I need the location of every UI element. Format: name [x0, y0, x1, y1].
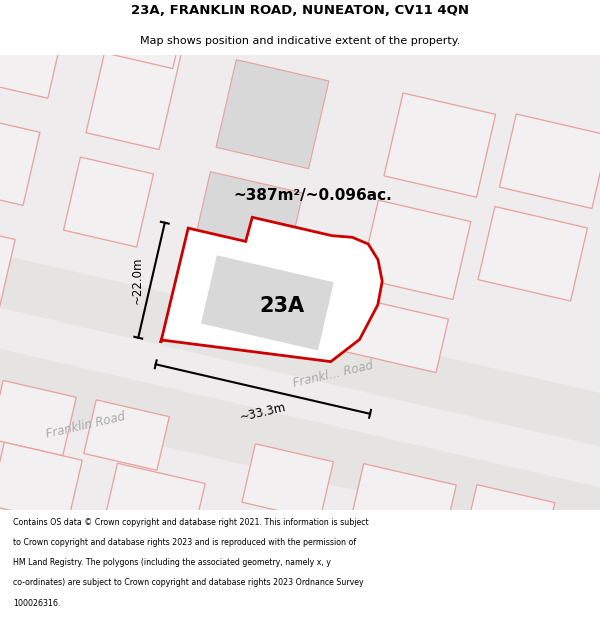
Polygon shape [499, 114, 600, 209]
Text: ~22.0m: ~22.0m [131, 256, 144, 304]
Polygon shape [0, 55, 600, 510]
Polygon shape [361, 200, 471, 299]
Text: HM Land Registry. The polygons (including the associated geometry, namely x, y: HM Land Registry. The polygons (includin… [13, 558, 331, 568]
Polygon shape [161, 217, 382, 362]
Text: to Crown copyright and database rights 2023 and is reproduced with the permissio: to Crown copyright and database rights 2… [13, 538, 356, 547]
Text: ~387m²/~0.096ac.: ~387m²/~0.096ac. [233, 188, 392, 203]
Text: ~33.3m: ~33.3m [238, 401, 287, 424]
Polygon shape [0, 442, 82, 524]
Polygon shape [478, 207, 587, 301]
Polygon shape [349, 464, 456, 548]
Text: co-ordinates) are subject to Crown copyright and database rights 2023 Ordnance S: co-ordinates) are subject to Crown copyr… [13, 578, 364, 587]
Polygon shape [84, 400, 169, 470]
Polygon shape [0, 5, 65, 98]
Text: 23A, FRANKLIN ROAD, NUNEATON, CV11 4QN: 23A, FRANKLIN ROAD, NUNEATON, CV11 4QN [131, 4, 469, 18]
Text: Map shows position and indicative extent of the property.: Map shows position and indicative extent… [140, 36, 460, 46]
Polygon shape [216, 59, 329, 169]
Polygon shape [0, 381, 76, 456]
Polygon shape [64, 157, 154, 247]
Polygon shape [461, 484, 555, 571]
Polygon shape [0, 331, 600, 558]
Polygon shape [102, 463, 205, 552]
Polygon shape [201, 255, 334, 351]
Text: Frankl… Road: Frankl… Road [292, 359, 374, 390]
Polygon shape [0, 112, 40, 206]
Polygon shape [0, 219, 15, 312]
Polygon shape [384, 93, 496, 198]
Polygon shape [86, 26, 184, 149]
Text: 23A: 23A [259, 296, 305, 316]
Text: 100026316.: 100026316. [13, 599, 61, 608]
Text: Contains OS data © Crown copyright and database right 2021. This information is : Contains OS data © Crown copyright and d… [13, 518, 369, 527]
Polygon shape [190, 172, 303, 281]
Polygon shape [109, 25, 179, 69]
Polygon shape [242, 444, 334, 520]
Polygon shape [343, 298, 448, 372]
Text: Franklin Road: Franklin Road [44, 409, 126, 441]
Polygon shape [0, 241, 600, 463]
